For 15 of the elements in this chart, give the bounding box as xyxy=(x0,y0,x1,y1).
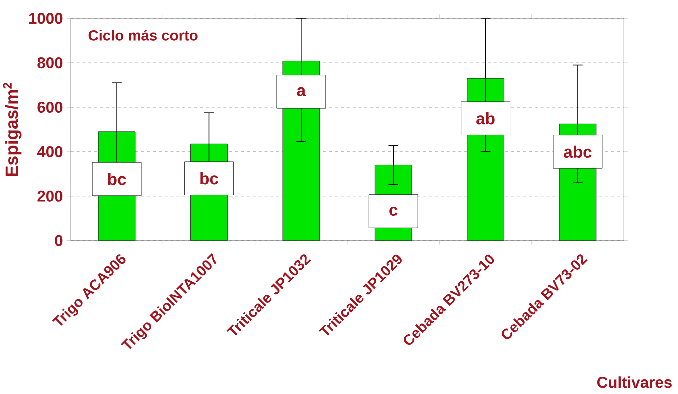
text: Ciclo más corto xyxy=(88,30,198,42)
annotation: a xyxy=(297,88,306,97)
annotation: bc xyxy=(108,173,126,186)
annotation: ab xyxy=(476,112,495,125)
y-tick-label: 1000 xyxy=(29,13,63,24)
x-axis-title: Cultivares xyxy=(597,376,672,388)
y-tick-label: 200 xyxy=(38,191,63,202)
y-tick-label: 800 xyxy=(38,58,63,69)
annotation: c xyxy=(390,207,398,216)
y-axis-title: Espigas/m$^{2}$ xyxy=(3,83,22,176)
annotation: bc xyxy=(200,172,218,185)
annotation: abc xyxy=(564,146,592,158)
y-tick-label: 400 xyxy=(37,146,63,158)
y-tick-label: 0 xyxy=(55,236,63,247)
y-tick-label: 600 xyxy=(38,102,63,114)
